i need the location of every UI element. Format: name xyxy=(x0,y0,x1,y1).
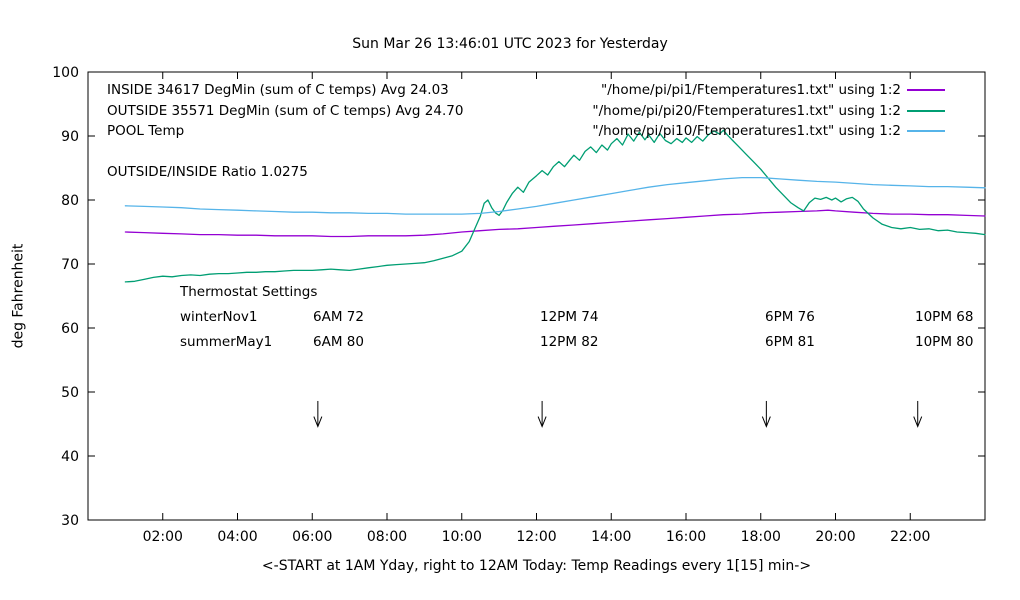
x-tick-label: 20:00 xyxy=(815,529,855,545)
marker-arrowhead xyxy=(761,416,771,428)
x-tick-label: 16:00 xyxy=(666,529,706,545)
x-axis-label: <-START at 1AM Yday, right to 12AM Today… xyxy=(261,558,812,574)
legend-line-sample xyxy=(907,89,945,92)
series-inside xyxy=(124,209,986,238)
legend-row: POOL Temp "/home/pi/pi10/Ftemperatures1.t… xyxy=(107,121,945,142)
x-tick-label: 14:00 xyxy=(591,529,631,545)
series-outside xyxy=(124,129,986,283)
y-tick-label: 90 xyxy=(61,129,79,145)
x-tick-label: 22:00 xyxy=(890,529,930,545)
legend-file-path: "/home/pi/pi20/Ftemperatures1.txt" using… xyxy=(592,102,901,119)
y-tick-label: 80 xyxy=(61,193,79,209)
legend-file-path: "/home/pi/pi10/Ftemperatures1.txt" using… xyxy=(592,123,901,140)
legend-series-label: INSIDE 34617 DegMin (sum of C temps) Avg… xyxy=(107,82,449,99)
legend-line-sample xyxy=(907,109,945,112)
legend-row: INSIDE 34617 DegMin (sum of C temps) Avg… xyxy=(107,80,945,101)
marker-arrowhead xyxy=(913,416,923,428)
x-tick-label: 04:00 xyxy=(217,529,257,545)
x-tick-label: 12:00 xyxy=(516,529,556,545)
y-axis-label: deg Fahrenheit xyxy=(10,243,27,349)
legend-row: OUTSIDE 35571 DegMin (sum of C temps) Av… xyxy=(107,101,945,122)
series-pool xyxy=(124,176,986,215)
x-tick-label: 10:00 xyxy=(442,529,482,545)
thermostat-settings-title: Thermostat Settings xyxy=(180,284,318,300)
y-tick-label: 100 xyxy=(52,65,79,81)
legend-file-path: "/home/pi/pi1/Ftemperatures1.txt" using … xyxy=(601,82,901,99)
legend-series-label: POOL Temp xyxy=(107,123,185,140)
y-tick-label: 30 xyxy=(61,513,79,529)
y-tick-label: 50 xyxy=(61,385,79,401)
marker-arrowhead xyxy=(313,416,323,428)
x-tick-label: 08:00 xyxy=(367,529,407,545)
legend: INSIDE 34617 DegMin (sum of C temps) Avg… xyxy=(107,80,945,142)
chart-title: Sun Mar 26 13:46:01 UTC 2023 for Yesterd… xyxy=(352,36,668,52)
x-tick-label: 18:00 xyxy=(741,529,781,545)
x-tick-label: 02:00 xyxy=(143,529,183,545)
y-tick-label: 40 xyxy=(61,449,79,465)
y-tick-label: 60 xyxy=(61,321,79,337)
x-tick-label: 06:00 xyxy=(292,529,332,545)
y-tick-label: 70 xyxy=(61,257,79,273)
legend-series-label: OUTSIDE 35571 DegMin (sum of C temps) Av… xyxy=(107,102,464,119)
ratio-annotation: OUTSIDE/INSIDE Ratio 1.0275 xyxy=(107,164,308,180)
marker-arrowhead xyxy=(537,416,547,428)
legend-line-sample xyxy=(907,130,945,133)
